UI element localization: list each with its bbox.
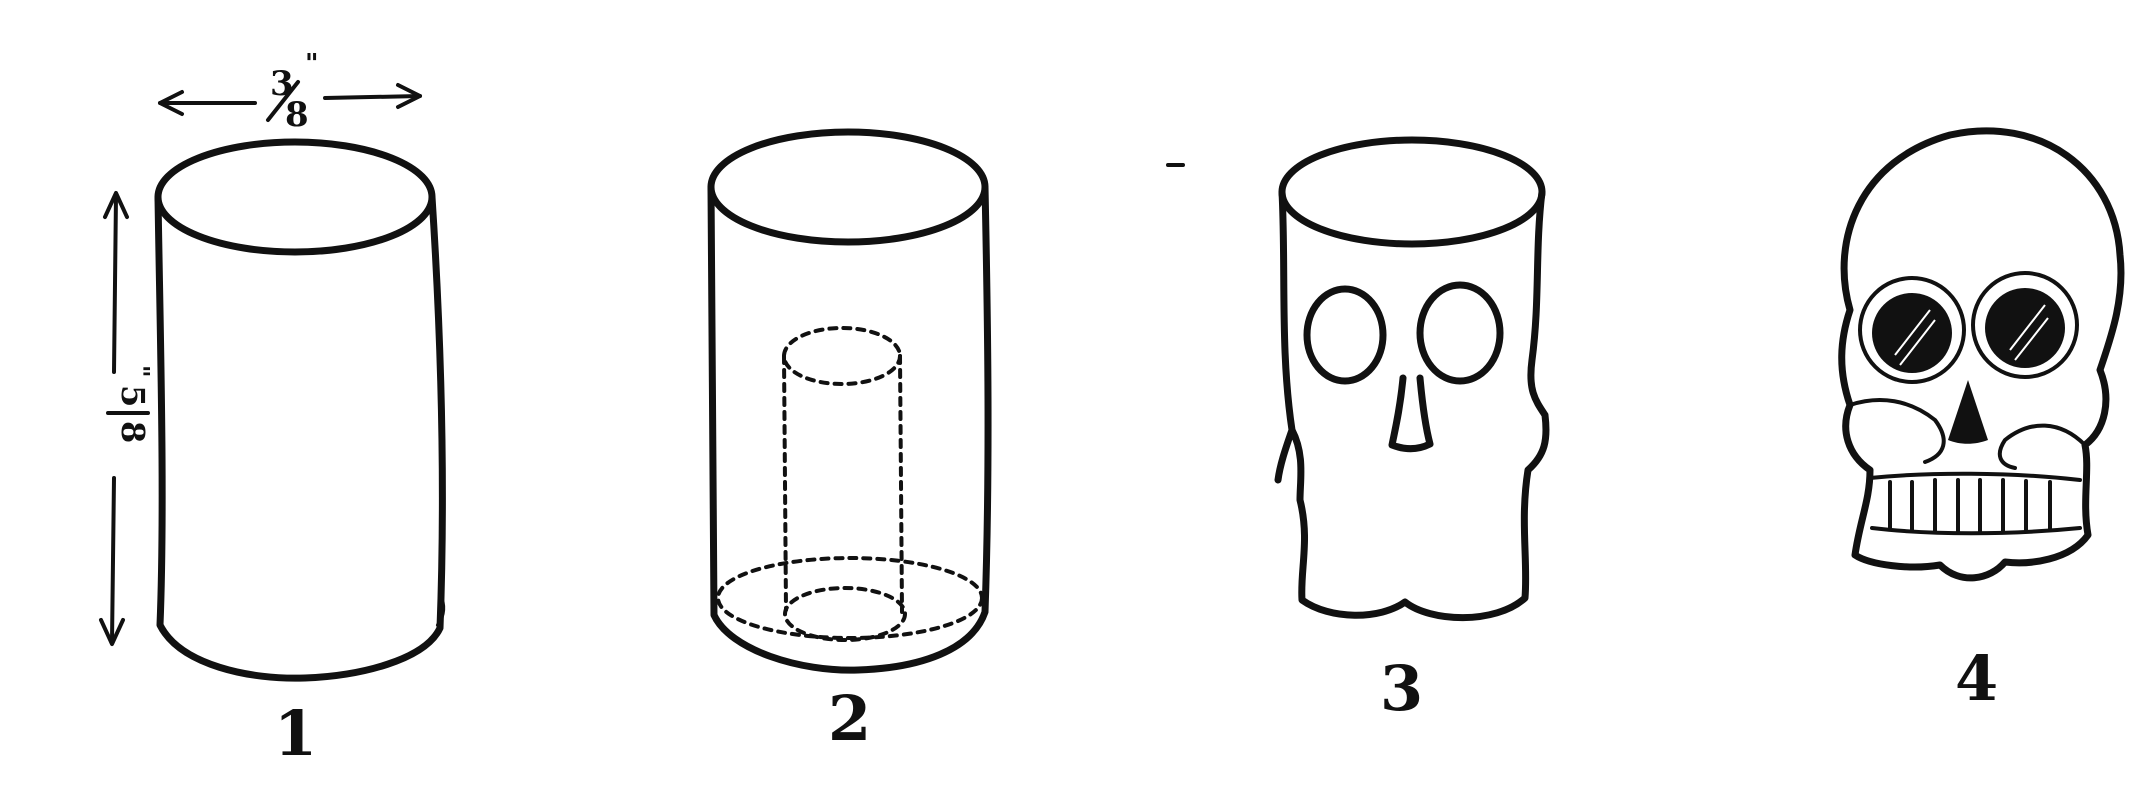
left-eye-socket <box>1303 285 1387 385</box>
left-eye-outer-ring <box>1858 276 1966 384</box>
height-dimension-label: 5 8 " <box>106 365 155 443</box>
right-eye-socket <box>1985 288 2065 368</box>
cylinder-body-outline <box>154 193 446 682</box>
figure-2-cylinder-with-cutout: 2 <box>707 128 992 755</box>
inner-cylinder-right <box>898 354 904 614</box>
lower-teeth-line <box>1870 526 2082 536</box>
cylinder-top-ellipse <box>154 138 436 256</box>
figure-4-label: 4 <box>1955 642 1998 715</box>
height-unit: " <box>126 365 155 378</box>
left-cheekbone <box>1848 398 1946 464</box>
right-cheekbone <box>1997 423 2087 470</box>
outer-cylinder-hidden-base <box>716 556 984 640</box>
height-numerator: 5 <box>114 385 152 407</box>
cylinder-body-outline <box>707 183 992 674</box>
nose-cavity <box>1948 380 1988 444</box>
width-dimension-arrow <box>158 83 422 116</box>
skull-outline <box>1274 188 1550 622</box>
height-dimension-arrow <box>99 191 129 646</box>
width-denominator: 8 <box>285 95 309 135</box>
width-dimension-label: 3 8 " <box>266 49 319 135</box>
height-denominator: 8 <box>114 421 152 443</box>
figure-1-label: 1 <box>274 697 317 770</box>
right-eye-outer-ring <box>1971 271 2079 379</box>
right-eye-socket <box>1416 281 1504 385</box>
figure-1-cylinder: 3 8 " 5 8 " 1 <box>99 49 446 770</box>
figure-4-finished-skull: 4 <box>1838 127 2125 715</box>
eye-hatching <box>1894 304 2049 366</box>
inner-cylinder-left <box>782 354 788 612</box>
width-unit: " <box>305 49 319 79</box>
cylinder-top-ellipse <box>707 128 989 246</box>
upper-teeth-line <box>1868 471 2082 482</box>
block-top-ellipse <box>1278 136 1546 248</box>
figure-2-label: 2 <box>828 682 871 755</box>
skull-outline <box>1838 127 2125 582</box>
cylinder-edge-mark <box>436 593 446 627</box>
figure-3-label: 3 <box>1380 652 1423 725</box>
inner-cylinder-bottom <box>783 586 907 642</box>
teeth <box>1888 478 2052 534</box>
nose <box>1388 374 1434 453</box>
figure-3-rough-skull: 3 <box>1274 136 1550 725</box>
inner-cylinder-top <box>782 326 902 386</box>
